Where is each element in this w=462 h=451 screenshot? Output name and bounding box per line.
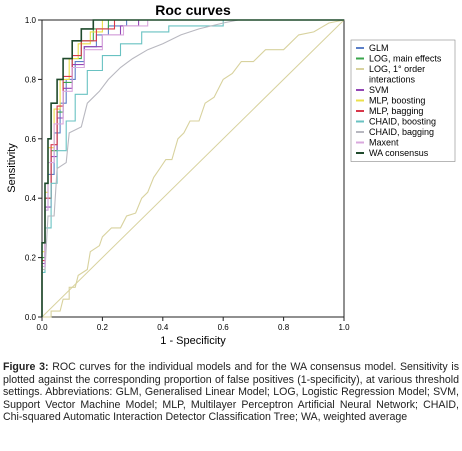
x-tick-label: 0.4 bbox=[157, 323, 169, 332]
legend-label-4: MLP, boosting bbox=[369, 96, 425, 106]
y-tick-label: 0.8 bbox=[25, 75, 37, 84]
roc-chart: 0.0 0.2 0.4 0.6 0.8 1.0 0.0 0.2 0.4 0.6 0.8 1.0 Ro… bbox=[6, 2, 456, 347]
y-tick-label: 1.0 bbox=[25, 16, 37, 25]
caption-label: Figure 3: bbox=[3, 361, 49, 373]
y-tick-label: 0.6 bbox=[25, 135, 37, 144]
legend-label-9: WA consensus bbox=[369, 148, 429, 158]
legend-label-7: CHAID, bagging bbox=[369, 127, 434, 137]
x-axis: 0.0 0.2 0.4 0.6 0.8 1.0 bbox=[36, 317, 350, 332]
legend-label-1: LOG, main effects bbox=[369, 54, 442, 64]
series-line-9 bbox=[41, 19, 344, 317]
x-tick-label: 0.2 bbox=[97, 323, 109, 332]
x-tick-label: 1.0 bbox=[338, 323, 350, 332]
legend-label-5: MLP, bagging bbox=[369, 106, 423, 116]
y-tick-label: 0.4 bbox=[25, 194, 37, 203]
x-axis-label: 1 - Specificity bbox=[160, 335, 226, 347]
legend-label-8: Maxent bbox=[369, 138, 399, 148]
reference-diagonal bbox=[41, 19, 345, 318]
legend-label-3: SVM bbox=[369, 85, 389, 95]
y-axis: 0.0 0.2 0.4 0.6 0.8 1.0 bbox=[25, 16, 42, 322]
legend-label-6: CHAID, boosting bbox=[369, 117, 436, 127]
x-tick-label: 0.6 bbox=[218, 323, 230, 332]
series-line-8 bbox=[41, 19, 344, 317]
y-tick-label: 0.2 bbox=[25, 254, 37, 263]
y-axis-label: Sensitivity bbox=[6, 143, 18, 193]
legend-box bbox=[350, 39, 456, 162]
series-line-2 bbox=[42, 19, 345, 318]
legend-label-0: GLM bbox=[369, 43, 389, 53]
figure-caption: Figure 3: ROC curves for the individual … bbox=[3, 361, 459, 424]
chart-title: Roc curves bbox=[155, 2, 231, 18]
caption-text: ROC curves for the individual models and… bbox=[3, 361, 459, 424]
x-tick-label: 0.8 bbox=[278, 323, 290, 332]
series-line-7 bbox=[41, 19, 344, 317]
series-group bbox=[41, 19, 345, 318]
x-tick-label: 0.0 bbox=[36, 323, 48, 332]
legend-label-2: LOG, 1° order interactions bbox=[369, 64, 425, 85]
y-tick-label: 0.0 bbox=[25, 313, 37, 322]
series-line-6 bbox=[41, 19, 344, 317]
